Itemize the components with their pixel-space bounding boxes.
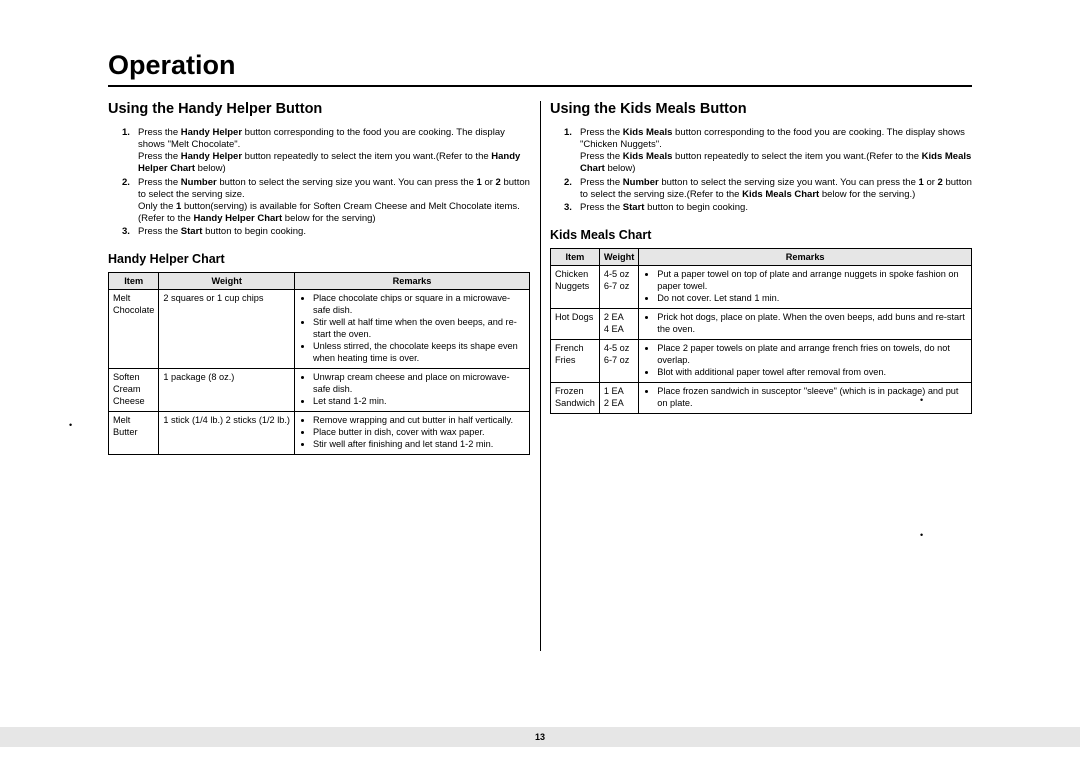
- column-divider: [540, 101, 541, 651]
- left-heading: Using the Handy Helper Button: [108, 101, 530, 117]
- table-header: Weight: [599, 249, 638, 266]
- kids-meals-row: Hot Dogs2 EA4 EA Prick hot dogs, place on…: [551, 308, 972, 339]
- step-number: 2.: [122, 177, 138, 226]
- remark-item: Put a paper towel on top of plate and ar…: [657, 269, 967, 293]
- margin-bullet: •: [69, 420, 72, 430]
- step-text: Press the Number button to select the se…: [580, 177, 972, 201]
- kids-meals-step: 1.Press the Kids Meals button correspond…: [564, 127, 972, 176]
- kids-meals-step: 2.Press the Number button to select the …: [564, 177, 972, 201]
- item-cell: Melt Chocolate: [109, 290, 159, 369]
- handy-helper-steps: 1.Press the Handy Helper button correspo…: [108, 127, 530, 238]
- kids-meals-chart: ItemWeightRemarksChicken Nuggets4-5 oz6-…: [550, 248, 972, 414]
- step-number: 3.: [564, 202, 580, 214]
- weight-cell: 4-5 oz6-7 oz: [599, 266, 638, 309]
- remark-item: Stir well at half time when the oven bee…: [313, 317, 525, 341]
- item-cell: Melt Butter: [109, 411, 159, 454]
- margin-bullet: •: [920, 395, 923, 405]
- item-cell: Soften Cream Cheese: [109, 369, 159, 412]
- handy-helper-chart: ItemWeightRemarksMelt Chocolate2 squares…: [108, 272, 530, 454]
- weight-cell: 1 stick (1/4 lb.) 2 sticks (1/2 lb.): [159, 411, 295, 454]
- remarks-cell: Unwrap cream cheese and place on microwa…: [294, 369, 529, 412]
- weight-cell: 1 EA2 EA: [599, 382, 638, 413]
- kids-meals-row: Frozen Sandwich1 EA2 EAPlace frozen sand…: [551, 382, 972, 413]
- remark-item: Let stand 1-2 min.: [313, 396, 525, 408]
- remarks-cell: Put a paper towel on top of plate and ar…: [639, 266, 972, 309]
- kids-meals-row: French Fries4-5 oz6-7 oz Place 2 paper to…: [551, 339, 972, 382]
- remarks-cell: Place chocolate chips or square in a mic…: [294, 290, 529, 369]
- handy-helper-row: Soften Cream Cheese1 package (8 oz.) Unwr…: [109, 369, 530, 412]
- kids-meals-step: 3.Press the Start button to begin cookin…: [564, 202, 972, 214]
- remark-item: Unless stirred, the chocolate keeps its …: [313, 341, 525, 365]
- step-number: 1.: [564, 127, 580, 176]
- weight-cell: 4-5 oz6-7 oz: [599, 339, 638, 382]
- weight-cell: 1 package (8 oz.): [159, 369, 295, 412]
- kids-meals-steps: 1.Press the Kids Meals button correspond…: [550, 127, 972, 214]
- handy-helper-chart-title: Handy Helper Chart: [108, 252, 530, 266]
- weight-cell: 2 EA4 EA: [599, 308, 638, 339]
- step-text: Press the Number button to select the se…: [138, 177, 530, 226]
- step-number: 3.: [122, 226, 138, 238]
- step-text: Press the Start button to begin cooking.: [580, 202, 972, 214]
- table-header: Item: [551, 249, 600, 266]
- step-text: Press the Start button to begin cooking.: [138, 226, 530, 238]
- step-text: Press the Handy Helper button correspond…: [138, 127, 530, 176]
- handy-helper-step: 3.Press the Start button to begin cookin…: [122, 226, 530, 238]
- remark-item: Blot with additional paper towel after r…: [657, 367, 967, 379]
- left-column: Using the Handy Helper Button 1.Press th…: [108, 101, 530, 455]
- remark-item: Place butter in dish, cover with wax pap…: [313, 427, 525, 439]
- handy-helper-step: 2.Press the Number button to select the …: [122, 177, 530, 226]
- remark-item: Prick hot dogs, place on plate. When the…: [657, 312, 967, 336]
- table-header: Item: [109, 273, 159, 290]
- page-number: 13: [535, 732, 545, 742]
- handy-helper-step: 1.Press the Handy Helper button correspo…: [122, 127, 530, 176]
- step-number: 1.: [122, 127, 138, 176]
- remark-item: Place chocolate chips or square in a mic…: [313, 293, 525, 317]
- handy-helper-row: Melt Chocolate2 squares or 1 cup chips Pl…: [109, 290, 530, 369]
- handy-helper-row: Melt Butter1 stick (1/4 lb.) 2 sticks (1…: [109, 411, 530, 454]
- right-column: Using the Kids Meals Button 1.Press the …: [550, 101, 972, 455]
- kids-meals-chart-title: Kids Meals Chart: [550, 228, 972, 242]
- remarks-cell: Remove wrapping and cut butter in half v…: [294, 411, 529, 454]
- table-header: Remarks: [294, 273, 529, 290]
- remarks-cell: Place 2 paper towels on plate and arrang…: [639, 339, 972, 382]
- item-cell: Hot Dogs: [551, 308, 600, 339]
- remark-item: Place 2 paper towels on plate and arrang…: [657, 343, 967, 367]
- remark-item: Do not cover. Let stand 1 min.: [657, 293, 967, 305]
- weight-cell: 2 squares or 1 cup chips: [159, 290, 295, 369]
- remarks-cell: Prick hot dogs, place on plate. When the…: [639, 308, 972, 339]
- remark-item: Stir well after finishing and let stand …: [313, 439, 525, 451]
- item-cell: Frozen Sandwich: [551, 382, 600, 413]
- remark-item: Remove wrapping and cut butter in half v…: [313, 415, 525, 427]
- item-cell: Chicken Nuggets: [551, 266, 600, 309]
- right-heading: Using the Kids Meals Button: [550, 101, 972, 117]
- step-number: 2.: [564, 177, 580, 201]
- page-title: Operation: [108, 50, 972, 87]
- table-header: Remarks: [639, 249, 972, 266]
- item-cell: French Fries: [551, 339, 600, 382]
- step-text: Press the Kids Meals button correspondin…: [580, 127, 972, 176]
- kids-meals-row: Chicken Nuggets4-5 oz6-7 oz Put a paper t…: [551, 266, 972, 309]
- table-header: Weight: [159, 273, 295, 290]
- margin-bullet: •: [920, 530, 923, 540]
- remark-item: Unwrap cream cheese and place on microwa…: [313, 372, 525, 396]
